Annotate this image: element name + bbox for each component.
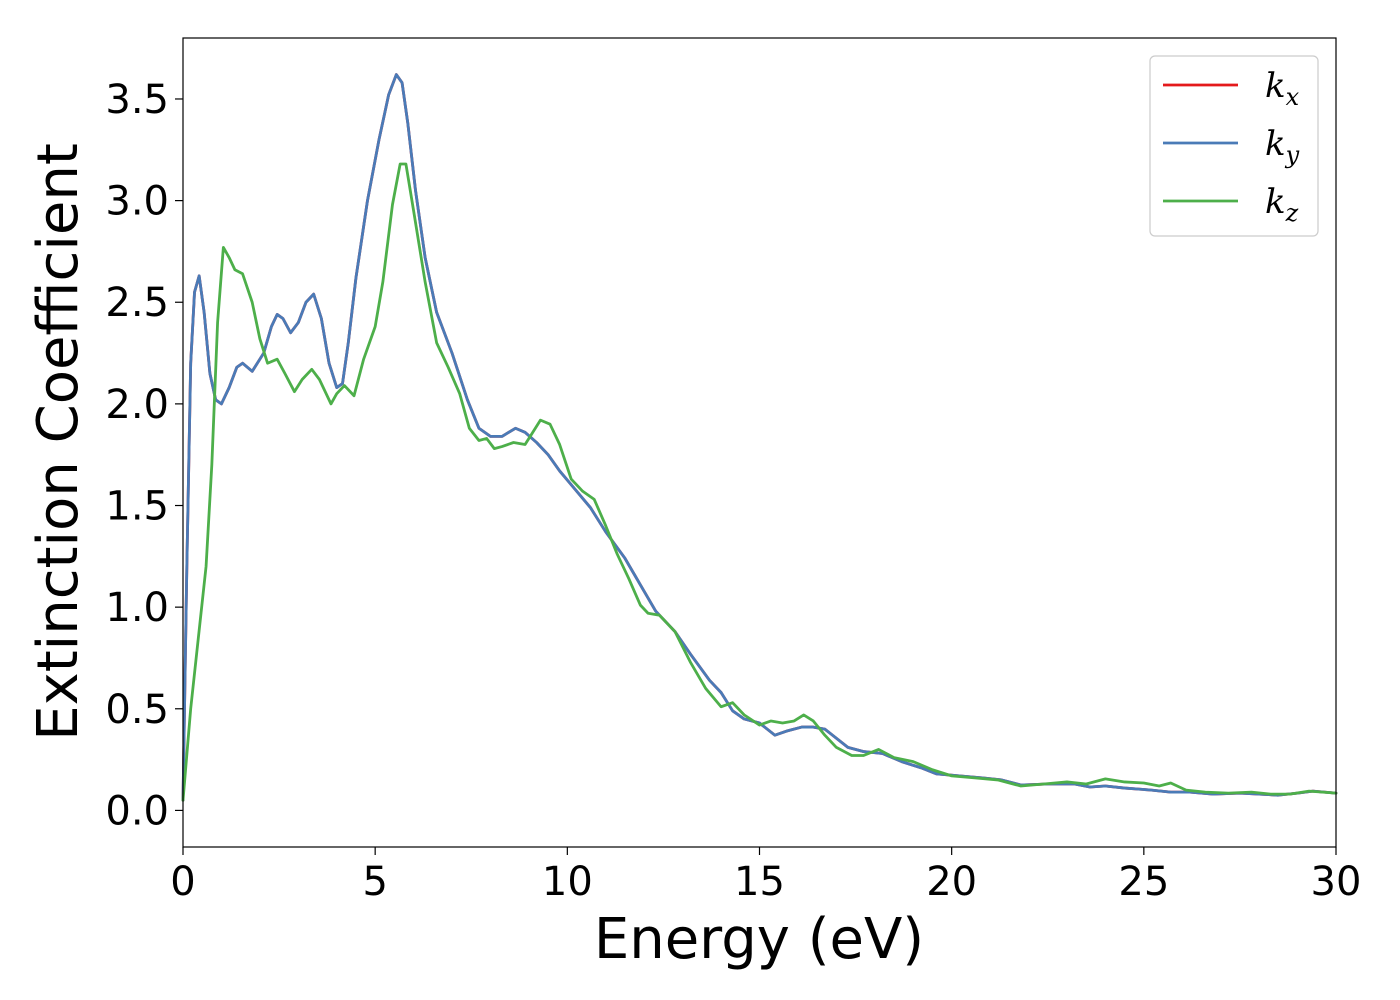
y-tick-label: 3.5	[105, 77, 169, 123]
legend-label-ky: ky	[1265, 124, 1300, 169]
legend: kx ky kz	[1149, 55, 1319, 237]
y-tick-label: 1.0	[105, 585, 169, 631]
series-layer	[181, 73, 1338, 802]
x-tick-label: 20	[926, 859, 977, 905]
legend-box	[1149, 55, 1319, 237]
x-tick-label: 0	[170, 859, 195, 905]
y-tick-label: 1.5	[105, 484, 169, 530]
y-tick-label: 3.0	[105, 179, 169, 225]
x-tick-label: 5	[362, 859, 387, 905]
x-tick-label: 10	[542, 859, 593, 905]
legend-label-kz: kz	[1265, 182, 1299, 227]
y-tick-label: 2.5	[105, 280, 169, 326]
x-tick-label: 25	[1118, 859, 1169, 905]
series-line-kz	[181, 162, 1338, 802]
y-tick-label: 0.0	[105, 788, 169, 834]
x-axis-label: Energy (eV)	[594, 907, 924, 972]
legend-label-kx: kx	[1265, 66, 1300, 111]
y-axis-label: Extinction Coefficient	[26, 143, 91, 741]
x-tick-label: 15	[734, 859, 785, 905]
y-axis: 0.0 0.5 1.0 1.5 2.0 2.5 3.0 3.5	[105, 77, 183, 834]
y-tick-label: 0.5	[105, 687, 169, 733]
x-axis: 0 5 10 15 20 25 30	[170, 847, 1361, 905]
x-tick-label: 30	[1311, 859, 1362, 905]
y-tick-label: 2.0	[105, 382, 169, 428]
